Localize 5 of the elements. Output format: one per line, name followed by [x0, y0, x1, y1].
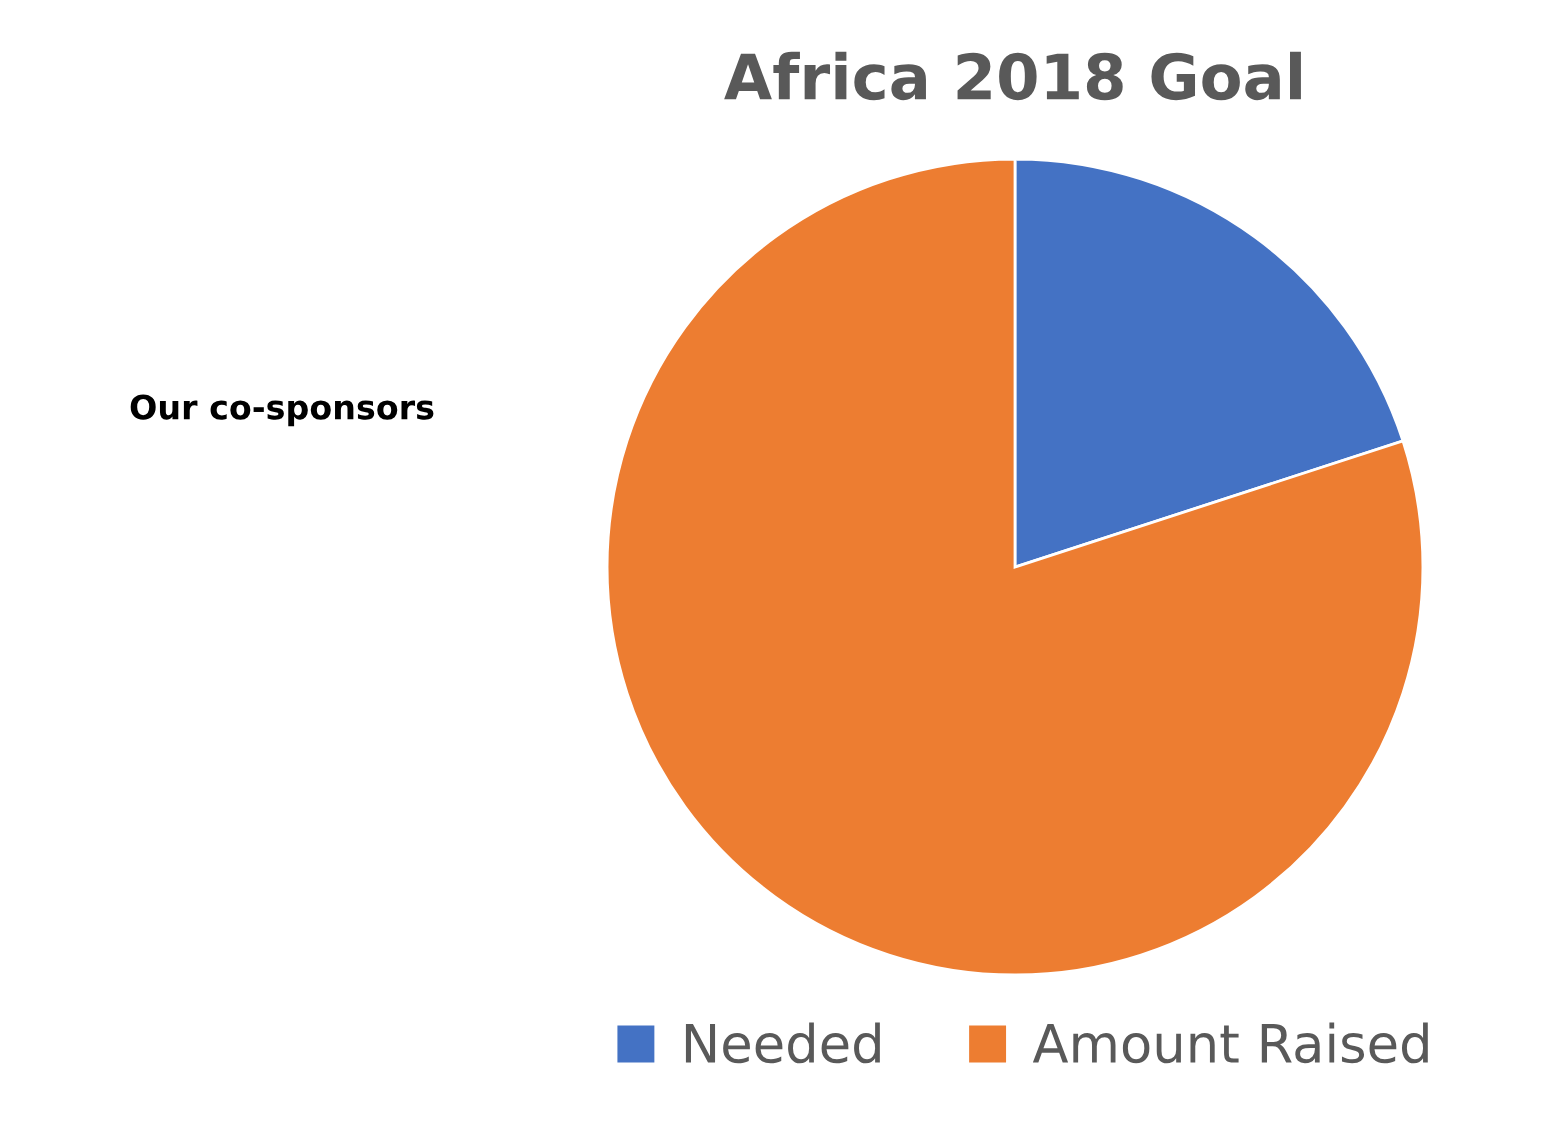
pie-slice	[605, 157, 1425, 977]
chart-title: Africa 2018 Goal	[724, 51, 1301, 101]
legend-label: Needed	[685, 1022, 880, 1064]
text: Our co-sponsors	[130, 394, 434, 427]
legend-label: Amount Raised	[1032, 1022, 1428, 1064]
